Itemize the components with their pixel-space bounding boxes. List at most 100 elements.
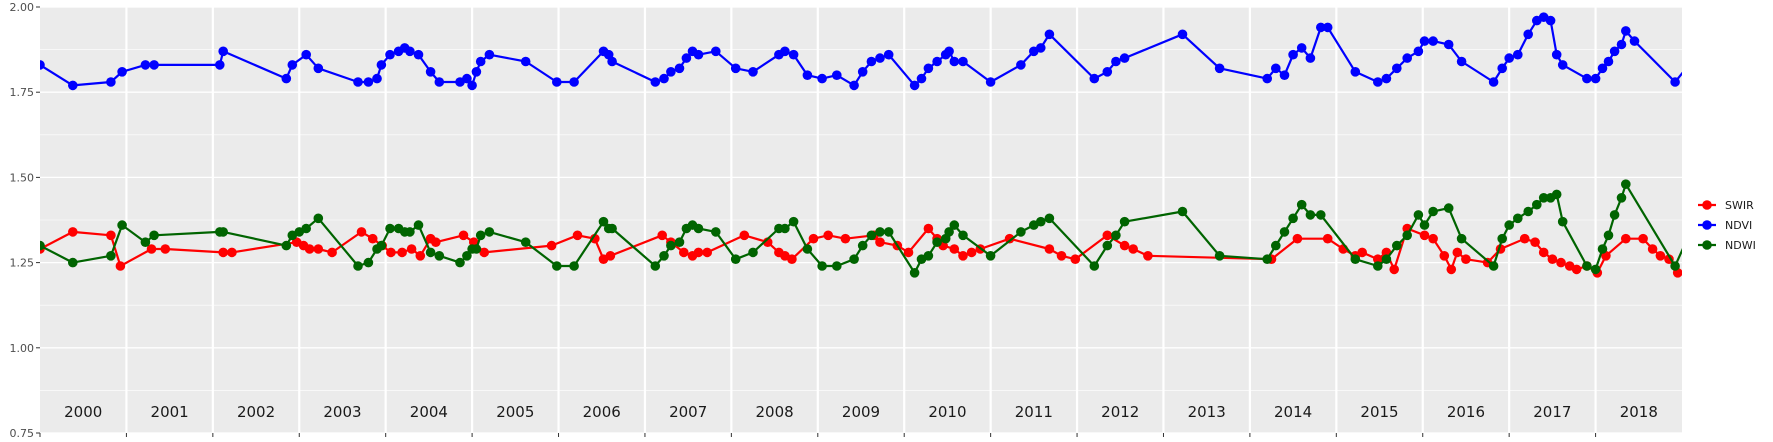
data-point-swir xyxy=(1044,244,1055,254)
series-layer xyxy=(40,12,1773,281)
data-point-ndwi xyxy=(1316,210,1326,220)
data-point-swir xyxy=(106,230,116,241)
data-point-ndvi xyxy=(883,49,894,60)
data-point-swir xyxy=(1519,233,1530,244)
data-point-ndwi xyxy=(780,223,790,234)
data-point-ndvi xyxy=(425,67,436,77)
data-point-ndwi xyxy=(693,223,704,234)
data-point-ndwi xyxy=(569,261,579,271)
data-point-ndwi xyxy=(944,227,954,237)
data-point-ndvi xyxy=(40,60,45,70)
data-point-ndvi xyxy=(434,77,445,87)
data-point-ndwi xyxy=(1582,261,1592,271)
data-point-ndwi xyxy=(666,240,676,251)
data-point-ndwi xyxy=(1271,240,1281,251)
data-point-ndvi xyxy=(1670,77,1680,87)
data-point-swir xyxy=(679,247,689,258)
data-point-swir xyxy=(1428,233,1438,244)
data-point-ndvi xyxy=(1707,50,1717,60)
legend-item-swir: SWIR xyxy=(1698,199,1754,212)
data-point-ndwi xyxy=(1684,231,1694,241)
data-point-ndvi xyxy=(385,49,395,60)
data-point-ndvi xyxy=(1089,73,1100,84)
year-label: 2014 xyxy=(1274,403,1312,421)
data-point-ndwi xyxy=(958,230,968,241)
data-point-swir xyxy=(397,247,407,258)
data-point-ndwi xyxy=(1381,254,1392,264)
y-tick-label: 2.00 xyxy=(10,1,35,14)
data-point-swir xyxy=(431,237,441,247)
data-point-ndvi xyxy=(467,80,477,91)
data-point-ndwi xyxy=(1279,227,1290,237)
data-point-ndvi xyxy=(1443,39,1454,50)
data-point-swir xyxy=(1686,271,1696,281)
data-point-swir xyxy=(1004,233,1015,244)
data-point-ndvi xyxy=(1279,70,1290,80)
data-point-ndwi xyxy=(985,251,996,261)
data-point-ndvi xyxy=(1609,46,1620,57)
data-point-swir xyxy=(546,240,557,251)
data-point-swir xyxy=(1638,233,1648,244)
year-label: 2009 xyxy=(842,403,880,421)
data-point-swir xyxy=(415,251,426,261)
data-point-ndvi xyxy=(1690,77,1700,87)
data-point-swir xyxy=(605,251,616,261)
data-point-ndvi xyxy=(1603,56,1614,67)
data-point-ndvi xyxy=(552,77,562,87)
data-point-ndwi xyxy=(281,240,292,251)
data-point-ndvi xyxy=(607,56,617,67)
year-label: 2005 xyxy=(496,403,534,421)
data-point-swir xyxy=(146,244,157,254)
data-point-ndvi xyxy=(780,46,790,57)
data-point-ndwi xyxy=(1755,258,1765,268)
data-point-ndvi xyxy=(1545,15,1556,26)
data-point-ndwi xyxy=(1296,199,1307,210)
data-point-ndvi xyxy=(372,73,382,84)
data-point-swir xyxy=(68,227,78,237)
data-point-ndwi xyxy=(434,251,445,261)
y-tick-label: 1.25 xyxy=(10,257,35,270)
data-point-ndvi xyxy=(1621,26,1631,36)
data-point-swir xyxy=(823,230,833,241)
data-point-ndwi xyxy=(68,257,78,268)
legend-item-ndvi: NDVI xyxy=(1698,219,1752,232)
data-point-ndvi xyxy=(1755,67,1765,77)
data-point-ndwi xyxy=(1768,224,1773,234)
data-point-swir xyxy=(1755,231,1765,241)
year-label: 2011 xyxy=(1015,403,1053,421)
data-point-ndwi xyxy=(1119,216,1130,227)
data-point-ndvi xyxy=(932,56,942,67)
year-label: 2004 xyxy=(410,403,448,421)
data-point-ndvi xyxy=(875,53,885,63)
data-point-ndwi xyxy=(405,227,415,237)
data-point-ndvi xyxy=(287,60,298,70)
data-point-ndvi xyxy=(1557,60,1568,70)
data-point-ndwi xyxy=(1428,206,1438,217)
data-point-ndwi xyxy=(650,261,661,271)
data-point-ndwi xyxy=(413,220,424,230)
data-point-ndwi xyxy=(711,227,721,237)
data-point-ndwi xyxy=(1551,189,1562,200)
data-point-ndvi xyxy=(1036,43,1046,53)
year-label: 2006 xyxy=(583,403,621,421)
data-point-ndvi xyxy=(1768,57,1773,67)
y-tick-label: 1.00 xyxy=(10,342,35,355)
legend-label: SWIR xyxy=(1725,199,1754,212)
data-point-ndwi xyxy=(1044,213,1055,224)
data-point-ndwi xyxy=(117,220,127,230)
data-point-ndvi xyxy=(281,73,292,84)
data-point-swir xyxy=(949,244,960,254)
data-point-ndvi xyxy=(1551,49,1562,60)
data-point-ndvi xyxy=(1616,39,1627,50)
data-point-swir xyxy=(1446,264,1457,275)
data-point-swir xyxy=(1143,251,1153,261)
data-point-ndwi xyxy=(1513,213,1523,224)
data-point-ndvi xyxy=(484,49,495,60)
data-point-swir xyxy=(1070,254,1081,264)
data-point-ndvi xyxy=(693,49,704,60)
legend-key-point xyxy=(1702,240,1712,250)
data-point-ndvi xyxy=(313,63,324,74)
data-point-ndvi xyxy=(117,67,127,77)
data-point-swir xyxy=(966,247,977,258)
